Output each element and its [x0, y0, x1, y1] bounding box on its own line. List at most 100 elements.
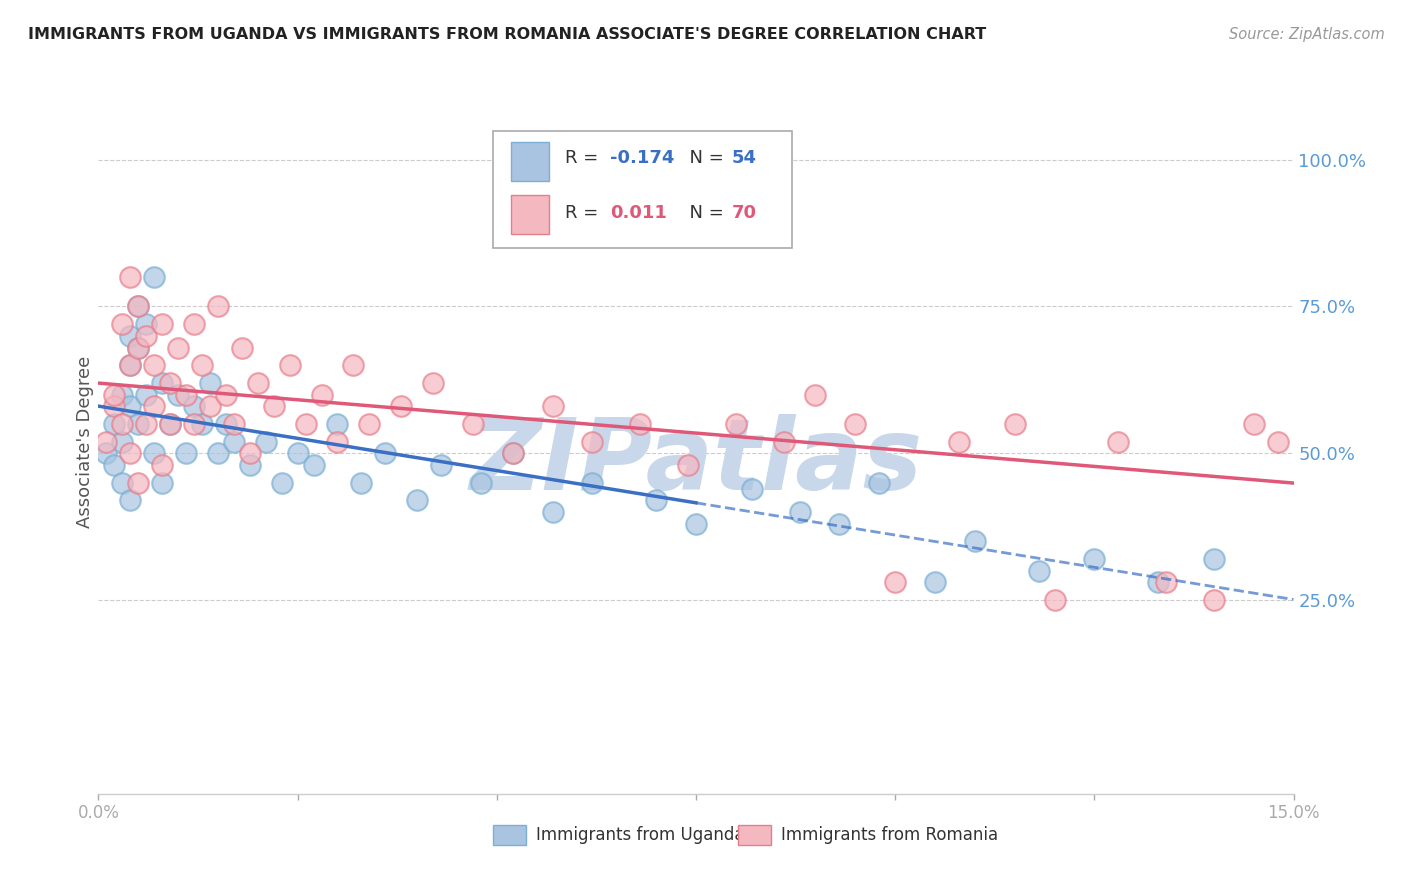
Point — [1202, 593, 1225, 607]
Point — [191, 417, 214, 431]
Point — [1043, 593, 1066, 607]
Point — [502, 446, 524, 460]
Point — [1004, 417, 1026, 431]
Point — [541, 400, 564, 414]
Point — [215, 387, 238, 401]
Point — [422, 376, 444, 390]
Text: N =: N = — [678, 149, 730, 167]
Point — [191, 358, 214, 372]
Point — [143, 446, 166, 460]
Point — [430, 458, 453, 472]
Point — [1378, 575, 1400, 590]
Point — [789, 505, 811, 519]
Text: Immigrants from Uganda: Immigrants from Uganda — [536, 826, 744, 844]
Text: IMMIGRANTS FROM UGANDA VS IMMIGRANTS FROM ROMANIA ASSOCIATE'S DEGREE CORRELATION: IMMIGRANTS FROM UGANDA VS IMMIGRANTS FRO… — [28, 27, 987, 42]
Point — [581, 475, 603, 490]
Point — [150, 458, 173, 472]
Point — [103, 400, 125, 414]
Point — [120, 358, 142, 372]
Point — [804, 387, 827, 401]
Bar — [494, 825, 526, 845]
Point — [96, 434, 118, 449]
Point — [1243, 417, 1265, 431]
Point — [120, 358, 142, 372]
Point — [350, 475, 373, 490]
Point — [470, 475, 492, 490]
Point — [359, 417, 381, 431]
Text: N =: N = — [678, 203, 730, 221]
Text: ZIPatlas: ZIPatlas — [470, 414, 922, 511]
Point — [963, 534, 986, 549]
Point — [868, 475, 890, 490]
Point — [127, 475, 149, 490]
Point — [1202, 552, 1225, 566]
Point — [222, 417, 245, 431]
Point — [174, 387, 197, 401]
Point — [278, 358, 301, 372]
Point — [96, 446, 118, 460]
Y-axis label: Associate's Degree: Associate's Degree — [76, 355, 94, 528]
Point — [143, 400, 166, 414]
Point — [159, 376, 181, 390]
Point — [111, 387, 134, 401]
Point — [127, 341, 149, 355]
Point — [183, 400, 205, 414]
Point — [231, 341, 253, 355]
Point — [724, 417, 747, 431]
Point — [167, 341, 190, 355]
Point — [135, 317, 157, 331]
Point — [222, 434, 245, 449]
Point — [374, 446, 396, 460]
Point — [127, 417, 149, 431]
Point — [207, 446, 229, 460]
Point — [254, 434, 277, 449]
Point — [1147, 575, 1170, 590]
Point — [120, 328, 142, 343]
Point — [541, 505, 564, 519]
Point — [924, 575, 946, 590]
Point — [326, 434, 349, 449]
Point — [884, 575, 907, 590]
Point — [1298, 575, 1320, 590]
Point — [294, 417, 316, 431]
Point — [263, 400, 285, 414]
Text: Source: ZipAtlas.com: Source: ZipAtlas.com — [1229, 27, 1385, 42]
Point — [215, 417, 238, 431]
Point — [1362, 434, 1385, 449]
Point — [135, 417, 157, 431]
Point — [103, 387, 125, 401]
Point — [772, 434, 794, 449]
Point — [127, 300, 149, 314]
Point — [111, 417, 134, 431]
Point — [111, 317, 134, 331]
Point — [198, 400, 221, 414]
Point — [676, 458, 699, 472]
Point — [389, 400, 412, 414]
Point — [135, 328, 157, 343]
Text: R =: R = — [565, 203, 609, 221]
Point — [198, 376, 221, 390]
Text: 70: 70 — [733, 203, 756, 221]
Point — [1154, 575, 1177, 590]
Point — [103, 458, 125, 472]
Bar — [738, 825, 772, 845]
Point — [127, 341, 149, 355]
Point — [342, 358, 364, 372]
Point — [150, 475, 173, 490]
Point — [120, 493, 142, 508]
Point — [183, 317, 205, 331]
FancyBboxPatch shape — [510, 194, 548, 234]
Point — [948, 434, 970, 449]
Point — [111, 475, 134, 490]
Point — [1267, 434, 1289, 449]
Point — [844, 417, 866, 431]
Point — [127, 300, 149, 314]
Point — [111, 434, 134, 449]
Point — [103, 417, 125, 431]
Point — [159, 417, 181, 431]
Point — [150, 317, 173, 331]
Point — [628, 417, 651, 431]
Point — [183, 417, 205, 431]
Point — [120, 400, 142, 414]
Point — [1028, 564, 1050, 578]
